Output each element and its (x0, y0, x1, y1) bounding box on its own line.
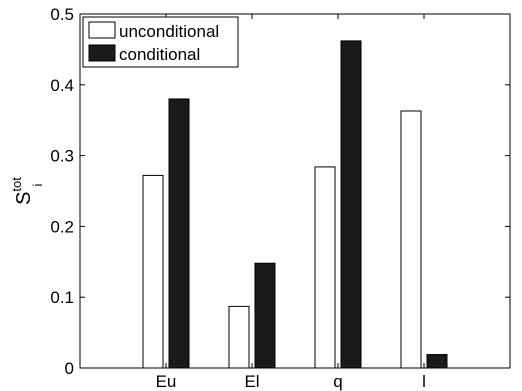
y-axis-label: Stot i (9, 177, 45, 205)
legend: unconditional conditional (82, 16, 239, 68)
bar-unconditional-eu (142, 174, 164, 369)
x-tick-label-q: q (333, 372, 342, 391)
legend-label-unconditional: unconditional (119, 22, 219, 41)
legend-swatch-conditional (88, 44, 116, 62)
legend-swatch-unconditional (88, 21, 116, 39)
bar-unconditional-el (228, 305, 250, 369)
svg-text:Stot: Stot (9, 177, 35, 205)
bar-unconditional-q (314, 166, 336, 369)
ylabel-sub: i (30, 183, 45, 186)
y-tick-label: 0.2 (50, 217, 74, 236)
y-tick-label: 0.5 (50, 5, 74, 24)
ylabel-sup: tot (9, 177, 24, 192)
y-ticks: 0 0.1 0.2 0.3 0.4 0.5 (50, 5, 510, 378)
plot-area: 0 0.1 0.2 0.3 0.4 0.5 Eu El q l (50, 5, 511, 391)
x-tick-label-l: l (422, 372, 426, 391)
x-ticks: Eu El q l (156, 14, 426, 391)
x-tick-label-el: El (244, 372, 259, 391)
y-tick-label: 0.4 (50, 76, 74, 95)
bar-conditional-eu (168, 98, 190, 369)
bar-unconditional-l (400, 110, 422, 369)
y-tick-label: 0.3 (50, 147, 74, 166)
bars (142, 40, 448, 369)
bar-conditional-q (340, 40, 362, 369)
y-tick-label: 0.1 (50, 288, 74, 307)
legend-label-conditional: conditional (119, 45, 200, 64)
y-tick-label: 0 (65, 359, 74, 378)
bar-conditional-el (254, 262, 276, 369)
bar-conditional-l (426, 354, 448, 369)
x-tick-label-eu: Eu (156, 372, 177, 391)
ylabel-base: S (13, 192, 35, 205)
